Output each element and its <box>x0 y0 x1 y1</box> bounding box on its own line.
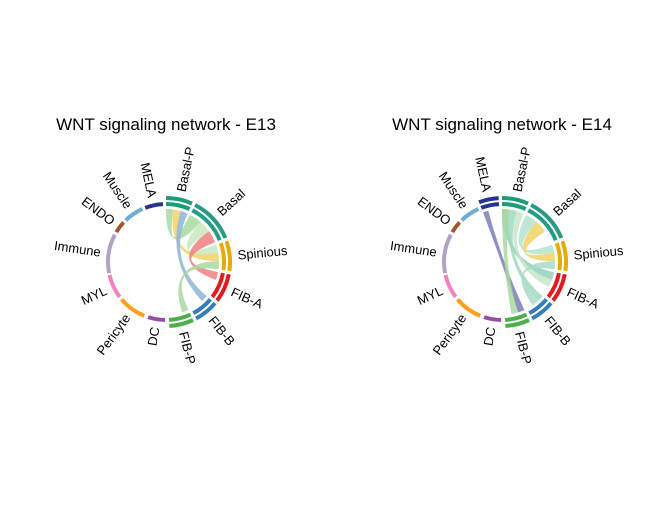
sector-arc-mela <box>480 202 500 210</box>
sector-label-immune: Immune <box>389 238 438 260</box>
sector-outer-track-mela <box>478 196 499 205</box>
sector-arc-pericyte <box>456 297 482 318</box>
sector-arc-fib-b <box>528 297 548 315</box>
sector-label-fib-b: FIB-B <box>541 313 574 348</box>
sector-outer-track-fib-a <box>551 273 567 302</box>
sector-arc-myl <box>107 274 122 299</box>
sector-arc-basal-p <box>165 202 191 211</box>
sector-label-muscle: Muscle <box>436 169 471 212</box>
sector-outer-track-fib-p <box>169 318 194 328</box>
sector-label-endo: ENDO <box>79 194 118 229</box>
sector-outer-track-spinious <box>560 240 568 272</box>
chord-panel-e13: WNT signaling network - E13 Basal-P Basal… <box>53 115 288 366</box>
sector-label-basal-p: Basal-P <box>510 145 534 193</box>
chart-title: WNT signaling network - E13 <box>56 115 276 134</box>
sector-label-spinious: Spinious <box>237 243 289 263</box>
chord-link-basal-p-to-fib-b <box>508 209 543 301</box>
sector-arc-basal <box>191 208 222 242</box>
chord-link-basal-to-spinious <box>186 221 219 255</box>
sector-outer-track-fib-b <box>195 301 217 321</box>
sector-label-myl: MYL <box>79 283 110 308</box>
sector-outer-track-basal <box>530 203 564 239</box>
sector-label-fib-p: FIB-P <box>512 330 535 366</box>
sector-label-dc: DC <box>145 326 163 347</box>
sector-label-fib-a: FIB-A <box>565 284 602 311</box>
sector-arc-spinious <box>218 242 226 271</box>
sector-arc-fib-a <box>546 272 561 299</box>
sector-arc-dc <box>483 315 502 322</box>
sector-outer-track-basal-p <box>165 196 193 206</box>
sector-label-basal-p: Basal-P <box>174 145 198 193</box>
sector-label-fib-b: FIB-B <box>205 313 238 348</box>
sector-label-mela: MELA <box>472 155 494 193</box>
sector-outer-track-fib-b <box>531 301 553 321</box>
sector-arc-mela <box>144 202 164 210</box>
sector-arc-fib-p <box>168 312 192 322</box>
sector-label-fib-a: FIB-A <box>229 284 266 311</box>
sector-outer-track-fib-p <box>505 318 530 328</box>
chord-link-basal-p-to-basal <box>166 209 201 240</box>
sector-label-endo: ENDO <box>415 194 454 229</box>
sector-label-basal: Basal <box>214 186 248 219</box>
sector-arc-pericyte <box>120 297 146 318</box>
chord-link-spinious-to-basal <box>522 221 555 262</box>
sector-label-basal: Basal <box>550 186 584 219</box>
sector-arc-muscle <box>124 207 144 222</box>
sector-outer-track-basal-p <box>501 196 529 206</box>
sector-label-spinious: Spinious <box>573 243 625 263</box>
sector-label-mela: MELA <box>138 161 160 199</box>
sector-arc-endo <box>450 221 462 234</box>
sector-arc-basal <box>527 208 558 242</box>
sector-arc-endo <box>114 221 126 234</box>
sector-label-dc: DC <box>481 326 499 347</box>
sector-label-immune: Immune <box>53 238 102 260</box>
chord-link-fib-p-to-basal-p <box>502 209 519 315</box>
sector-outer-track-basal <box>194 203 228 239</box>
chord-link-fib-b-to-spinious <box>521 261 555 306</box>
sector-label-pericyte: Pericyte <box>430 311 470 358</box>
sector-arc-basal-p <box>501 202 527 211</box>
sector-label-myl: MYL <box>415 283 446 308</box>
sector-arc-dc <box>147 315 166 322</box>
sector-arc-fib-b <box>192 297 212 315</box>
sector-label-fib-p: FIB-P <box>176 330 199 366</box>
sector-arc-muscle <box>460 207 480 222</box>
sector-arc-immune <box>442 233 453 274</box>
chord-link-basal-to-spinious <box>518 214 555 255</box>
sector-outer-track-spinious <box>224 240 232 272</box>
sector-arc-fib-a <box>210 272 225 299</box>
chord-panel-e14: WNT signaling network - E14 Basal-P Basal… <box>389 115 624 366</box>
sector-arc-spinious <box>554 242 562 271</box>
sector-label-pericyte: Pericyte <box>94 311 134 358</box>
chord-link-fib-p-to-spinious <box>178 261 219 313</box>
sector-arc-fib-p <box>504 312 528 322</box>
sector-arc-myl <box>443 274 458 299</box>
sector-arc-immune <box>106 233 117 274</box>
chord-link-fib-b-to-basal-p <box>176 211 207 301</box>
sector-label-muscle: Muscle <box>100 169 135 212</box>
chord-link-mela-to-fib-p <box>483 210 525 313</box>
chord-link-fib-a-to-basal-p <box>513 211 552 288</box>
chord-link-spinious-to-basal-p <box>172 209 219 262</box>
sector-outer-track-fib-a <box>215 273 231 302</box>
chart-title: WNT signaling network - E14 <box>392 115 612 134</box>
